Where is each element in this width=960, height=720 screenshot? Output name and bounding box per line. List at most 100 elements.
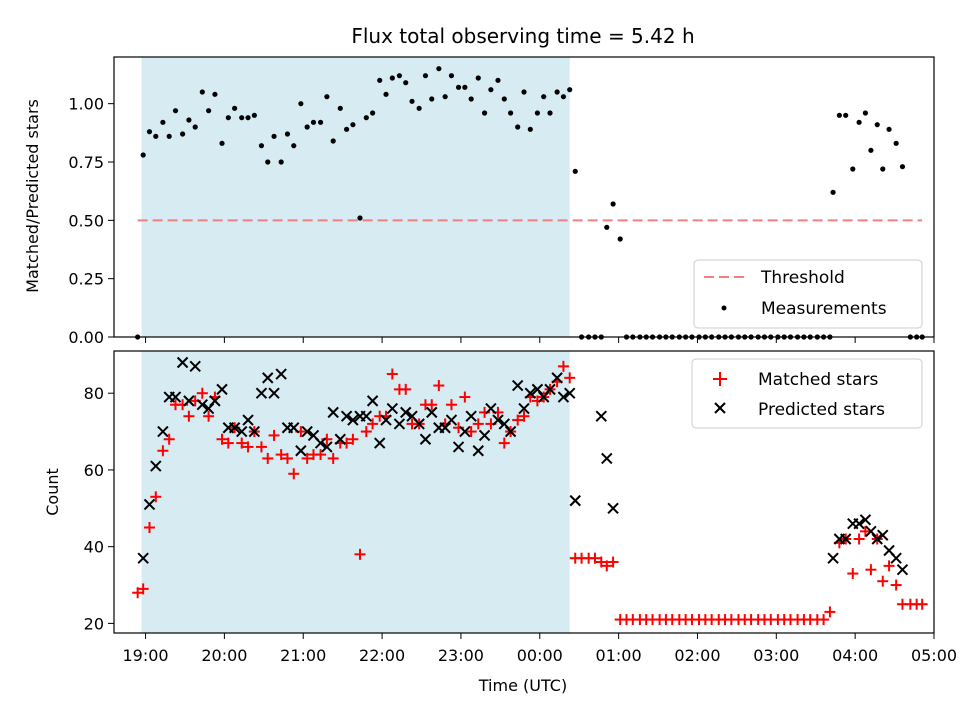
predicted-star-point bbox=[301, 425, 313, 438]
matched-star-point bbox=[465, 426, 477, 438]
matched-star-point bbox=[557, 360, 569, 372]
predicted-star-point bbox=[321, 441, 333, 453]
predicted-star-point bbox=[255, 387, 268, 399]
bottom-y-tick-label: 60 bbox=[84, 461, 104, 480]
matched-star-point bbox=[512, 414, 524, 426]
predicted-star-point bbox=[386, 402, 399, 415]
measurement-point bbox=[225, 115, 231, 121]
measurement-point bbox=[324, 94, 330, 100]
measurement-point bbox=[291, 143, 297, 149]
predicted-star-point bbox=[143, 498, 156, 511]
top-y-tick-label: 0.75 bbox=[68, 153, 104, 172]
measurement-point bbox=[567, 87, 573, 93]
predicted-star-point bbox=[896, 563, 909, 576]
legend-predicted-label: Predicted stars bbox=[758, 400, 885, 420]
predicted-star-point bbox=[607, 502, 619, 515]
measurement-point bbox=[455, 84, 462, 90]
predicted-star-point bbox=[314, 437, 327, 449]
top-shaded-region bbox=[141, 57, 570, 337]
bottom-x-tick-label: 01:00 bbox=[596, 646, 642, 665]
matched-star-point bbox=[196, 387, 208, 399]
measurement-point bbox=[856, 119, 862, 125]
measurement-point bbox=[429, 96, 435, 102]
predicted-star-point bbox=[569, 494, 581, 507]
measurement-point bbox=[534, 110, 541, 116]
matched-star-point bbox=[367, 418, 379, 430]
measurement-point bbox=[610, 201, 616, 207]
measurement-point bbox=[370, 110, 376, 116]
predicted-star-point bbox=[853, 517, 865, 530]
matched-star-point bbox=[262, 452, 274, 464]
measurement-point bbox=[271, 133, 277, 139]
predicted-star-point bbox=[485, 402, 497, 415]
matched-star-point bbox=[137, 583, 149, 595]
predicted-star-point bbox=[544, 383, 556, 396]
top-x-ticks bbox=[145, 337, 935, 343]
predicted-star-point bbox=[340, 410, 353, 422]
bottom-x-tick-label: 19:00 bbox=[122, 646, 168, 665]
predicted-star-point bbox=[176, 356, 189, 369]
measurement-point bbox=[436, 66, 442, 72]
measurement-point bbox=[843, 112, 849, 118]
measurement-point bbox=[416, 105, 422, 111]
matched-star-point bbox=[143, 521, 155, 533]
legend-threshold-label: Threshold bbox=[760, 268, 845, 288]
bottom-x-tick-label: 21:00 bbox=[280, 646, 326, 665]
measurement-point bbox=[836, 112, 842, 118]
top-y-ticks: 0.00 0.25 0.50 0.75 1.00 bbox=[68, 95, 114, 347]
bottom-x-ticks: 19:00 20:00 21:00 22:00 23:00 00:00 01:00 02:00… bbox=[122, 633, 957, 665]
matched-star-point bbox=[824, 606, 836, 618]
measurement-point bbox=[186, 117, 192, 123]
measurement-point bbox=[403, 80, 409, 86]
measurement-point bbox=[179, 131, 186, 137]
measurement-point bbox=[350, 122, 356, 128]
predicted-star-point bbox=[380, 414, 392, 426]
matched-star-point bbox=[327, 452, 339, 464]
x-axis-label: Time (UTC) bbox=[478, 676, 567, 695]
matched-star-point bbox=[183, 410, 195, 422]
matched-star-point bbox=[607, 556, 619, 568]
measurement-point bbox=[146, 129, 153, 135]
measurement-point bbox=[521, 89, 527, 95]
matched-star-point bbox=[426, 399, 438, 411]
measurement-point bbox=[448, 73, 455, 79]
predicted-star-point bbox=[347, 414, 359, 426]
legend-predicted-swatch bbox=[714, 402, 726, 414]
predicted-star-point bbox=[564, 387, 576, 399]
measurement-point bbox=[527, 126, 533, 132]
measurement-point bbox=[245, 115, 251, 121]
measurement-point bbox=[874, 122, 880, 128]
measurement-point bbox=[495, 77, 501, 83]
top-legend-box bbox=[693, 259, 923, 329]
measurement-point bbox=[239, 115, 245, 121]
measurement-point bbox=[507, 110, 514, 116]
bottom-legend: Matched stars Predicted stars bbox=[691, 358, 923, 429]
matched-star-point bbox=[255, 441, 267, 453]
predicted-star-point bbox=[150, 460, 162, 472]
measurement-point bbox=[830, 189, 836, 195]
top-y-tick-label: 0.50 bbox=[68, 211, 104, 230]
bottom-x-tick-label: 04:00 bbox=[832, 646, 878, 665]
matched-star-point bbox=[564, 372, 576, 384]
measurement-point bbox=[160, 119, 166, 125]
predicted-star-point bbox=[601, 452, 613, 465]
predicted-star-point bbox=[169, 391, 182, 403]
bottom-y-axis-label: Count bbox=[43, 468, 62, 516]
matched-star-point bbox=[360, 426, 372, 438]
matched-star-point bbox=[236, 437, 248, 449]
measurement-point bbox=[475, 75, 481, 81]
matched-star-point bbox=[400, 383, 412, 395]
predicted-star-point bbox=[557, 391, 570, 403]
matched-star-point bbox=[386, 368, 398, 380]
measurement-point bbox=[212, 91, 218, 97]
predicted-star-point bbox=[295, 445, 307, 457]
legend-matched-label: Matched stars bbox=[758, 370, 878, 390]
matched-star-point bbox=[275, 449, 287, 461]
measurement-point bbox=[343, 126, 350, 132]
measurement-point bbox=[140, 152, 146, 158]
predicted-star-point bbox=[877, 529, 889, 541]
matched-star-point bbox=[847, 568, 859, 580]
predicted-star-point bbox=[400, 406, 412, 419]
top-y-tick-label: 1.00 bbox=[68, 95, 104, 114]
measurement-point bbox=[298, 101, 304, 107]
